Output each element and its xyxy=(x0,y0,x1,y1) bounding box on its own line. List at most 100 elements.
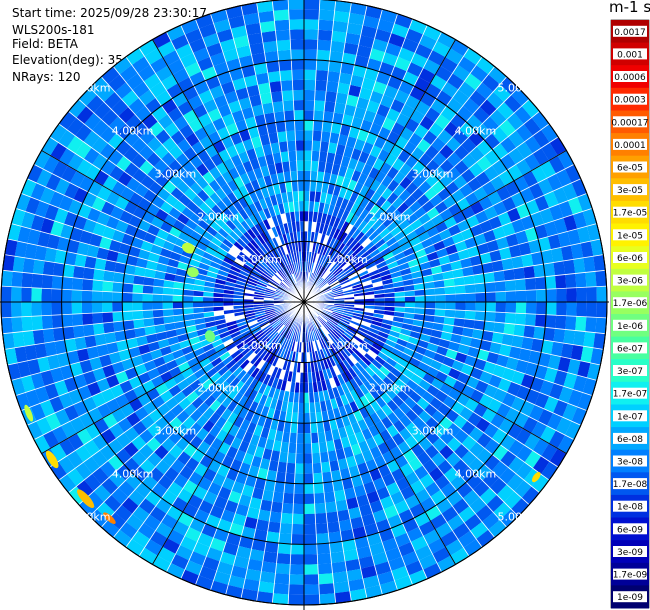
range-gate-cell xyxy=(217,269,229,277)
range-gate-cell xyxy=(198,389,212,402)
range-gate-cell xyxy=(152,286,164,295)
range-gate-cell xyxy=(545,314,557,329)
range-gate-cell xyxy=(324,162,334,174)
range-gate-cell xyxy=(425,302,436,309)
range-gate-cell xyxy=(336,230,345,241)
range-gate-cell xyxy=(324,101,336,113)
range-gate-cell xyxy=(227,273,238,281)
range-gate-cell xyxy=(263,339,273,350)
range-gate-cell xyxy=(541,142,558,161)
range-gate-cell xyxy=(274,573,290,585)
range-gate-cell xyxy=(232,366,244,378)
range-gate-cell xyxy=(132,81,150,98)
range-gate-cell xyxy=(377,351,389,362)
range-gate-cell xyxy=(239,359,250,370)
range-gate-cell xyxy=(331,428,341,441)
range-gate-cell xyxy=(340,318,351,325)
range-gate-cell xyxy=(254,188,265,201)
range-gate-cell xyxy=(126,254,139,267)
range-gate-cell xyxy=(340,281,352,288)
range-gate-cell xyxy=(304,221,309,232)
range-gate-cell xyxy=(272,0,289,11)
beam-separator xyxy=(303,164,575,303)
range-gate-cell xyxy=(430,513,447,530)
range-gate-cell xyxy=(276,335,284,346)
range-gate-cell xyxy=(285,181,293,193)
range-gate-cell xyxy=(476,155,492,172)
range-gate-cell xyxy=(290,341,296,352)
range-gate-cell xyxy=(189,168,203,182)
range-gate-cell xyxy=(132,302,143,311)
range-gate-cell xyxy=(83,439,100,457)
range-gate-cell xyxy=(149,506,167,523)
range-gate-cell xyxy=(270,318,280,326)
range-gate-cell xyxy=(583,256,596,273)
range-gate-cell xyxy=(333,375,341,387)
range-gate-cell xyxy=(69,362,84,377)
colorbar-tick-bg xyxy=(613,138,647,150)
range-gate-cell xyxy=(167,481,183,497)
range-gate-cell xyxy=(505,180,520,197)
range-gate-cell xyxy=(489,477,507,495)
range-gate-cell xyxy=(52,262,65,277)
range-gate-cell xyxy=(318,441,328,453)
range-gate-cell xyxy=(368,327,380,335)
range-gate-cell xyxy=(321,311,331,318)
range-gate-cell xyxy=(304,574,319,585)
range-gate-cell xyxy=(499,344,512,357)
range-gate-cell xyxy=(372,509,388,523)
range-gate-cell xyxy=(107,438,124,455)
range-gate-cell xyxy=(568,197,583,215)
range-gate-cell xyxy=(205,225,218,237)
range-gate-cell xyxy=(339,335,349,345)
range-gate-cell xyxy=(324,246,332,257)
range-gate-cell xyxy=(563,372,578,390)
range-gate-cell xyxy=(242,263,254,272)
range-gate-cell xyxy=(364,5,383,20)
range-gate-cell xyxy=(250,136,263,149)
range-gate-cell xyxy=(386,482,401,496)
range-gate-cell xyxy=(71,302,83,315)
range-gate-cell xyxy=(377,464,392,478)
range-gate-cell xyxy=(413,313,425,321)
range-gate-cell xyxy=(458,81,476,98)
range-gate-cell xyxy=(280,151,290,163)
range-gate-cell xyxy=(450,547,469,565)
range-gate-cell xyxy=(209,85,225,99)
range-gate-cell xyxy=(336,272,347,280)
range-gate-cell xyxy=(241,588,259,602)
range-gate-cell xyxy=(346,252,357,262)
range-gate-cell xyxy=(345,212,355,224)
range-gate-cell xyxy=(549,448,567,467)
range-gate-cell xyxy=(319,0,336,11)
range-gate-cell xyxy=(227,346,239,356)
range-gate-cell xyxy=(155,262,168,273)
range-gate-cell xyxy=(172,295,183,302)
range-gate-cell xyxy=(335,143,346,156)
range-gate-cell xyxy=(217,71,233,86)
range-gate-cell xyxy=(202,343,214,353)
range-gate-cell xyxy=(314,253,320,264)
range-gate-cell xyxy=(316,329,323,339)
range-gate-cell xyxy=(241,64,256,78)
range-gate-cell xyxy=(342,286,353,292)
range-gate-cell xyxy=(398,333,410,342)
range-gate-cell xyxy=(500,509,519,528)
range-gate-cell xyxy=(311,140,321,152)
colorbar-tick-label: 0.001 xyxy=(617,50,643,60)
range-gate-cell xyxy=(217,518,233,533)
range-gate-cell xyxy=(254,403,265,416)
range-gate-cell xyxy=(440,482,457,499)
range-gate-cell xyxy=(234,380,245,392)
range-gate-cell xyxy=(504,491,522,510)
range-gate-cell xyxy=(385,42,402,57)
range-gate-cell xyxy=(50,367,64,384)
range-gate-cell xyxy=(421,200,435,213)
range-gate-cell xyxy=(332,329,342,338)
backscatter-patch xyxy=(45,450,59,469)
range-gate-cell xyxy=(585,271,597,288)
range-gate-cell xyxy=(170,403,184,417)
range-gate-cell xyxy=(388,33,406,48)
range-gate-cell xyxy=(194,207,207,220)
range-gate-cell xyxy=(64,182,79,200)
